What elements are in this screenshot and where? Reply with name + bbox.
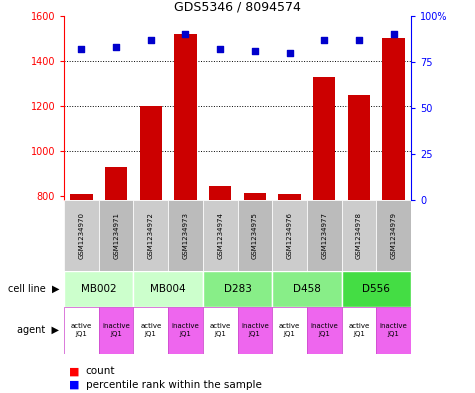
Bar: [133, 271, 203, 307]
Bar: [168, 307, 203, 354]
Bar: [238, 307, 272, 354]
Bar: [133, 307, 168, 354]
Point: [390, 31, 397, 37]
Text: D458: D458: [293, 284, 321, 294]
Bar: [168, 200, 203, 271]
Text: GSM1234975: GSM1234975: [252, 212, 258, 259]
Bar: [209, 186, 231, 200]
Bar: [64, 307, 99, 354]
Text: GSM1234971: GSM1234971: [113, 212, 119, 259]
Text: ■: ■: [69, 380, 83, 390]
Text: GSM1234972: GSM1234972: [148, 212, 154, 259]
Title: GDS5346 / 8094574: GDS5346 / 8094574: [174, 0, 301, 13]
Text: active
JQ1: active JQ1: [209, 323, 231, 337]
Point: [181, 31, 189, 37]
Bar: [203, 200, 238, 271]
Text: inactive
JQ1: inactive JQ1: [171, 323, 200, 337]
Text: inactive
JQ1: inactive JQ1: [310, 323, 338, 337]
Bar: [307, 307, 342, 354]
Bar: [133, 200, 168, 271]
Text: inactive
JQ1: inactive JQ1: [380, 323, 408, 337]
Text: active
JQ1: active JQ1: [71, 323, 92, 337]
Text: count: count: [86, 366, 115, 376]
Bar: [64, 271, 133, 307]
Point: [78, 46, 86, 52]
Text: GSM1234976: GSM1234976: [286, 212, 293, 259]
Text: MB002: MB002: [81, 284, 117, 294]
Bar: [342, 271, 411, 307]
Bar: [307, 200, 342, 271]
Text: GSM1234977: GSM1234977: [321, 212, 327, 259]
Text: MB004: MB004: [151, 284, 186, 294]
Bar: [272, 307, 307, 354]
Text: ■: ■: [69, 366, 83, 376]
Bar: [99, 307, 133, 354]
Point: [286, 50, 294, 56]
Bar: [99, 200, 133, 271]
Text: active
JQ1: active JQ1: [348, 323, 370, 337]
Bar: [272, 200, 307, 271]
Bar: [174, 34, 197, 200]
Bar: [105, 167, 127, 200]
Bar: [278, 194, 301, 200]
Point: [147, 37, 155, 43]
Text: active
JQ1: active JQ1: [279, 323, 300, 337]
Point: [217, 46, 224, 52]
Bar: [272, 271, 342, 307]
Point: [320, 37, 328, 43]
Point: [113, 44, 120, 50]
Text: agent  ▶: agent ▶: [18, 325, 59, 335]
Text: GSM1234978: GSM1234978: [356, 212, 362, 259]
Bar: [64, 200, 99, 271]
Text: cell line  ▶: cell line ▶: [8, 284, 59, 294]
Point: [355, 37, 363, 43]
Bar: [244, 193, 266, 200]
Text: GSM1234970: GSM1234970: [78, 212, 85, 259]
Bar: [238, 200, 272, 271]
Text: D556: D556: [362, 284, 390, 294]
Text: percentile rank within the sample: percentile rank within the sample: [86, 380, 261, 390]
Text: GSM1234974: GSM1234974: [217, 212, 223, 259]
Bar: [140, 106, 162, 200]
Text: D283: D283: [224, 284, 251, 294]
Bar: [348, 95, 370, 200]
Text: GSM1234979: GSM1234979: [390, 212, 397, 259]
Text: inactive
JQ1: inactive JQ1: [241, 323, 269, 337]
Bar: [376, 200, 411, 271]
Point: [251, 48, 259, 54]
Text: GSM1234973: GSM1234973: [182, 212, 189, 259]
Bar: [313, 77, 335, 200]
Bar: [203, 271, 272, 307]
Bar: [376, 307, 411, 354]
Bar: [382, 38, 405, 200]
Bar: [70, 194, 93, 200]
Bar: [342, 200, 376, 271]
Text: inactive
JQ1: inactive JQ1: [102, 323, 130, 337]
Bar: [342, 307, 376, 354]
Bar: [203, 307, 238, 354]
Text: active
JQ1: active JQ1: [140, 323, 162, 337]
